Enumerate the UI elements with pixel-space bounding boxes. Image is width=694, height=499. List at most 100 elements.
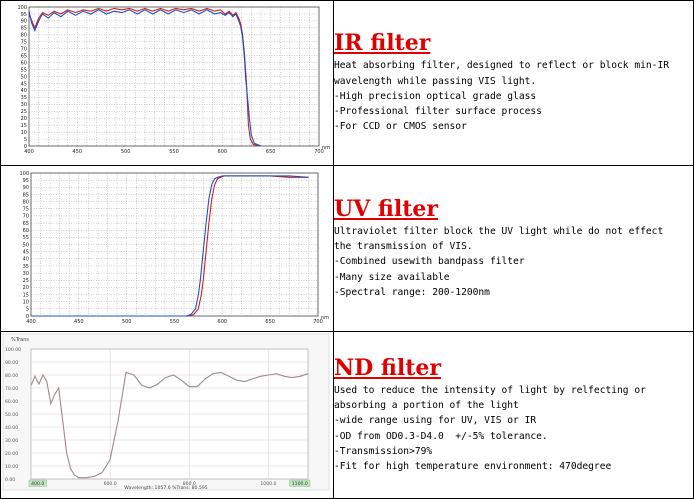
nd-filter-title: ND filter [334,354,441,381]
y-tick-label: 70 [23,214,29,220]
cursor-readout: Wavelength: 1057.6 %Trans: 80.595 [124,485,207,491]
x-tick-label: 400 [26,319,36,325]
y-tick-label: 50 [21,74,27,80]
ir-filter-line: -High precision optical grade glass [334,90,537,102]
x-tick-label: 400.0 [31,481,44,487]
ir-chart-cell: 0 5 10 15 20 25 30 35 40 45 50 55 60 65 70 75 80 85 90 95 10… [0,0,334,166]
y-tick-label: 90 [23,185,29,191]
y-tick-label: 100 [17,5,27,11]
x-tick-label: 500 [122,319,132,325]
y-tick-label: 60 [21,60,27,66]
y-tick-label: 55 [23,235,29,241]
y-tick-label: 95 [23,178,29,184]
uv-filter-description: Ultraviolet filter block the UV light wh… [334,224,693,300]
uv-chart-cell: 0 5 10 15 20 25 30 35 40 45 50 55 60 65 70 75 80 85 90 95 10… [0,165,334,332]
y-tick-label: 70.00 [5,386,18,392]
y-tick-label: 35 [23,264,29,270]
nd-filter-line: -OD from OD0.3-D4.0 +/-5% tolerance. [334,430,548,442]
x-tick-label: 1000.0 [260,481,276,487]
y-tick-label: 50 [23,242,29,248]
x-axis-label: nm [321,315,329,321]
y-tick-label: 45 [23,249,29,255]
y-tick-label: 85 [23,192,29,198]
x-tick-label: 550 [170,319,180,325]
ir-filter-line: Heat absorbing filter, designed to refle… [334,60,670,72]
y-tick-label: 60.00 [5,399,18,405]
y-tick-label: 40.00 [5,425,18,431]
y-tick-label: 15 [21,123,27,129]
x-tick-label: 800.0 [183,481,196,487]
y-tick-label: 65 [21,53,27,59]
x-tick-label: 600 [218,319,228,325]
y-tick-label: 10.00 [5,464,18,470]
y-tick-label: 15 [23,292,29,298]
y-tick-label: 30 [21,102,27,108]
ir-transmission-chart: 0510152025303540455055606570758085909510… [17,5,330,155]
x-tick-label: 400 [24,149,34,155]
nd-filter-line: -wide range using for UV, VIS or IR [334,415,537,427]
y-tick-label: 20.00 [5,451,18,457]
nd-chart-cell: %Trans 0.00 10.00 20.00 30.00 40.00 50.00 60.00… [0,331,334,499]
x-tick-label: 600.0 [104,481,117,487]
y-tick-label: 5 [26,307,29,313]
ir-filter-line: -Professional filter surface process [334,106,542,118]
y-tick-label: 5 [24,137,27,143]
y-tick-label: 35 [21,95,27,101]
y-tick-label: 55 [21,67,27,73]
y-tick-label: 50.00 [5,412,18,418]
uv-filter-line: Ultraviolet filter block the UV light wh… [334,225,664,237]
x-tick-label: 450 [74,319,84,325]
y-tick-label: 90.00 [5,360,18,366]
y-tick-label: 80 [23,199,29,205]
ir-filter-title: IR filter [334,30,431,57]
ir-filter-description: Heat absorbing filter, designed to refle… [334,58,693,134]
nd-filter-line: -Transmission>79% [334,445,433,457]
y-tick-label: 65 [23,221,29,227]
uv-filter-line: the transmission of VIS. [334,241,473,253]
y-tick-label: 80.00 [5,373,18,379]
uv-filter-cell: UV filter Ultraviolet filter block the U… [333,165,694,332]
y-tick-label: 20 [21,116,27,122]
y-tick-label: 60 [23,228,29,234]
nd-filter-description: Used to reduce the intensity of light by… [334,383,693,475]
y-tick-label: 40 [21,88,27,94]
y-tick-label: 85 [21,26,27,32]
x-axis-label: nm [322,145,330,151]
x-range-box [28,479,47,487]
y-tick-label: 70 [21,47,27,53]
ir-filter-cell: IR filter Heat absorbing filter, designe… [333,0,694,166]
x-tick-label: 600 [218,149,228,155]
y-tick-label: 40 [23,257,29,263]
y-tick-label: 100 [19,171,29,177]
y-tick-label: 10 [21,130,27,136]
y-tick-label: 75 [21,40,27,46]
nd-filter-cell: ND filter Used to reduce the intensity o… [333,331,694,499]
nd-filter-line: Used to reduce the intensity of light by… [334,384,646,396]
y-tick-label: 30.00 [5,438,18,444]
uv-filter-line: -Spectral range: 200-1200nm [334,286,490,298]
y-tick-label: 0 [26,314,29,320]
x-tick-label: 550 [169,149,179,155]
series-line [30,371,309,479]
uv-filter-line: -Combined usewith bandpass filter [334,256,525,268]
y-tick-label: 25 [23,278,29,284]
x-tick-label: 700 [313,319,323,325]
chart-title: %Trans [11,337,29,343]
y-tick-label: 0.00 [5,477,15,483]
ir-filter-line: -For CCD or CMOS sensor [334,121,467,133]
y-tick-label: 0 [24,144,27,150]
x-tick-label: 650 [265,319,275,325]
nd-transmission-chart: %Trans 0.00 10.00 20.00 30.00 40.00 50.00 60.00… [2,333,330,491]
y-tick-label: 30 [23,271,29,277]
y-tick-label: 75 [23,207,29,213]
y-tick-label: 80 [21,33,27,39]
uv-filter-title: UV filter [334,195,439,222]
y-tick-label: 25 [21,109,27,115]
y-tick-label: 90 [21,19,27,25]
ir-filter-line: wavelength while passing VIS light. [334,75,537,87]
nd-filter-line: -Fit for high temperature environment: 4… [334,461,612,473]
x-tick-label: 500 [121,149,131,155]
nd-filter-line: absorbing a portion of the light [334,399,519,411]
